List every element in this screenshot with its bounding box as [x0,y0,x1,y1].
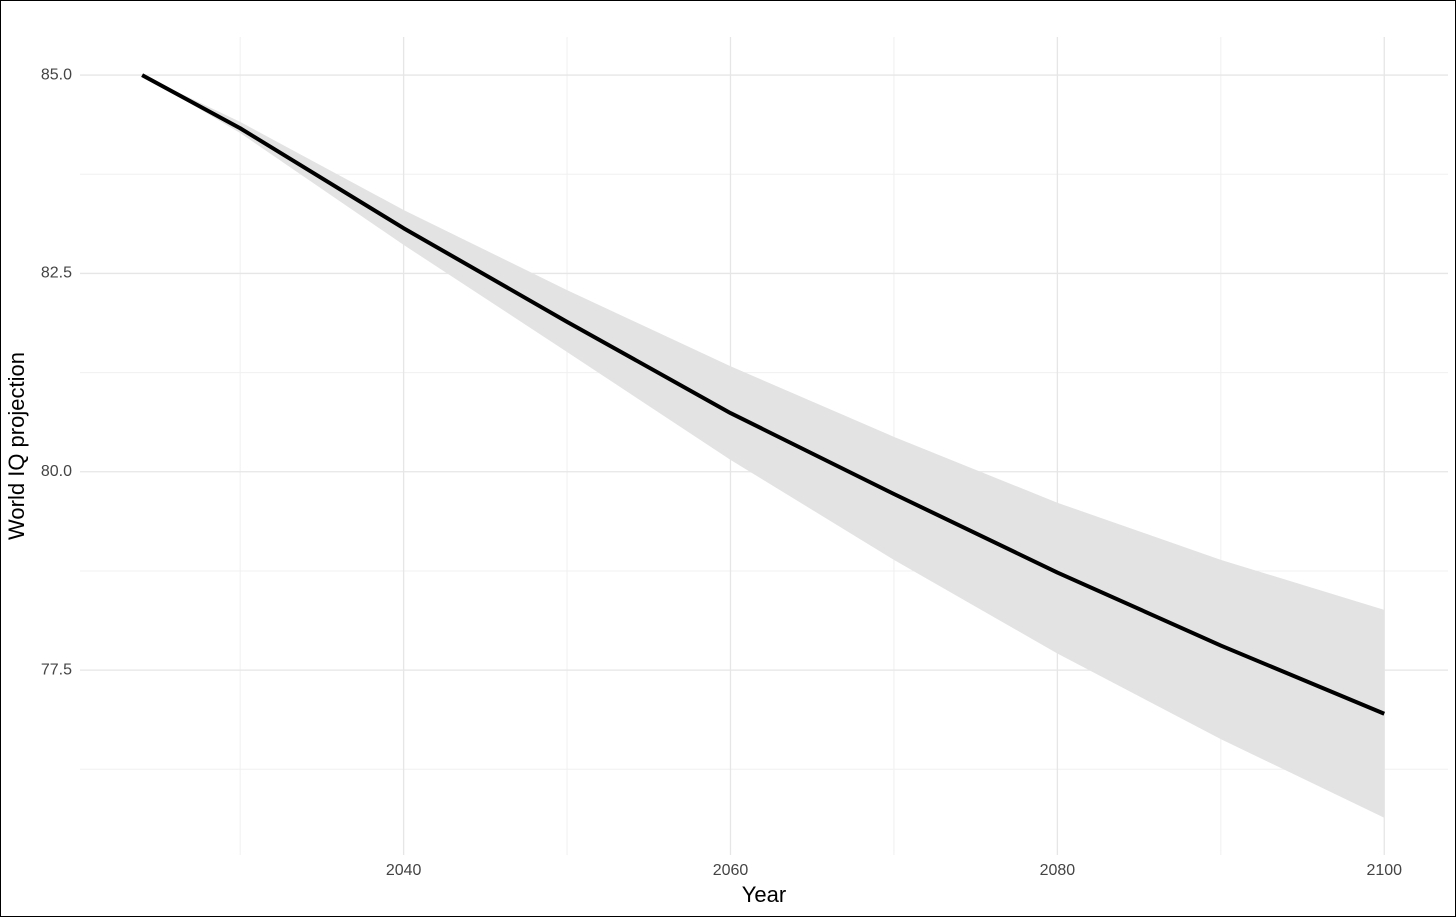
x-tick-label: 2040 [386,862,422,879]
y-tick-label: 80.0 [41,463,72,480]
y-axis-title: World IQ projection [4,352,29,540]
x-tick-label: 2080 [1040,862,1076,879]
y-tick-label: 85.0 [41,66,72,83]
projection-line [141,73,1386,716]
y-tick-label: 77.5 [41,661,72,678]
x-tick-label: 2100 [1366,862,1402,879]
x-tick-label: 2060 [713,862,749,879]
y-tick-label: 82.5 [41,265,72,282]
x-axis-title: Year [742,882,786,907]
plot [141,73,1386,818]
confidence-band [142,75,1385,818]
